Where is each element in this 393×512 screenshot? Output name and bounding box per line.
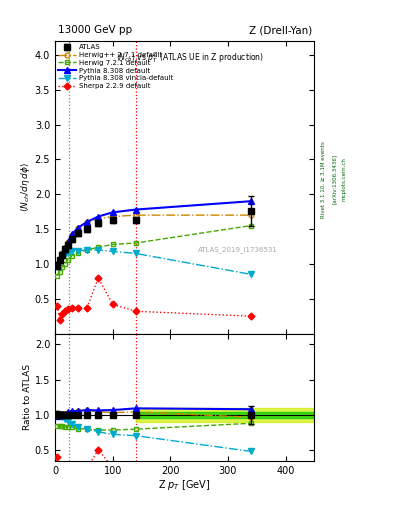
Herwig++ 2.7.1 default xyxy=(96,216,101,222)
Pythia 8.308 default xyxy=(133,206,138,212)
Text: [arXiv:1306.3436]: [arXiv:1306.3436] xyxy=(332,154,337,204)
Herwig++ 2.7.1 default xyxy=(84,219,89,225)
Pythia 8.308 default xyxy=(60,251,64,257)
Text: 13000 GeV pp: 13000 GeV pp xyxy=(58,25,132,35)
Text: Rivet 3.1.10, ≥ 3.1M events: Rivet 3.1.10, ≥ 3.1M events xyxy=(320,141,325,218)
Pythia 8.308 vincia-default xyxy=(57,258,62,264)
Legend: ATLAS, Herwig++ 2.7.1 default, Herwig 7.2.1 default, Pythia 8.308 default, Pythi: ATLAS, Herwig++ 2.7.1 default, Herwig 7.… xyxy=(57,43,174,91)
Pythia 8.308 default xyxy=(110,209,115,216)
Line: Herwig++ 2.7.1 default: Herwig++ 2.7.1 default xyxy=(55,212,253,266)
Pythia 8.308 default xyxy=(55,263,60,269)
Line: Herwig 7.2.1 default: Herwig 7.2.1 default xyxy=(55,223,253,278)
Herwig 7.2.1 default xyxy=(60,264,64,270)
Herwig 7.2.1 default xyxy=(62,261,67,267)
Herwig 7.2.1 default xyxy=(66,257,70,263)
Line: Pythia 8.308 default: Pythia 8.308 default xyxy=(55,199,254,269)
Sherpa 2.2.9 default xyxy=(84,306,89,312)
Herwig++ 2.7.1 default xyxy=(62,245,67,251)
Sherpa 2.2.9 default xyxy=(62,308,67,314)
Herwig 7.2.1 default xyxy=(57,269,62,275)
Pythia 8.308 default xyxy=(66,239,70,245)
Herwig++ 2.7.1 default xyxy=(249,212,253,218)
Herwig 7.2.1 default xyxy=(76,250,81,256)
Herwig 7.2.1 default xyxy=(249,223,253,229)
Y-axis label: Ratio to ATLAS: Ratio to ATLAS xyxy=(23,364,32,430)
Herwig++ 2.7.1 default xyxy=(66,239,70,245)
Sherpa 2.2.9 default xyxy=(66,306,70,312)
Herwig++ 2.7.1 default xyxy=(55,261,60,267)
Pythia 8.308 default xyxy=(96,214,101,220)
Pythia 8.308 vincia-default xyxy=(60,254,64,260)
Herwig++ 2.7.1 default xyxy=(60,250,64,257)
Sherpa 2.2.9 default xyxy=(133,308,138,314)
Y-axis label: $\langle N_{ch}/d\eta\,d\phi\rangle$: $\langle N_{ch}/d\eta\,d\phi\rangle$ xyxy=(19,162,32,212)
Sherpa 2.2.9 default xyxy=(55,303,60,309)
Text: ATLAS_2019_I1736531: ATLAS_2019_I1736531 xyxy=(198,247,277,253)
Sherpa 2.2.9 default xyxy=(57,316,62,323)
Herwig 7.2.1 default xyxy=(70,252,75,259)
Pythia 8.308 default xyxy=(76,225,81,231)
Herwig++ 2.7.1 default xyxy=(70,231,75,238)
Pythia 8.308 default xyxy=(57,258,62,264)
Sherpa 2.2.9 default xyxy=(249,313,253,319)
Herwig 7.2.1 default xyxy=(96,244,101,250)
Herwig++ 2.7.1 default xyxy=(110,214,115,220)
Pythia 8.308 vincia-default xyxy=(249,271,253,278)
Sherpa 2.2.9 default xyxy=(60,311,64,317)
Text: Z (Drell-Yan): Z (Drell-Yan) xyxy=(248,25,312,35)
Text: mcplots.cern.ch: mcplots.cern.ch xyxy=(342,157,347,201)
Herwig++ 2.7.1 default xyxy=(76,225,81,231)
Line: Pythia 8.308 vincia-default: Pythia 8.308 vincia-default xyxy=(55,247,254,277)
Pythia 8.308 default xyxy=(62,245,67,251)
Herwig 7.2.1 default xyxy=(55,273,60,279)
Pythia 8.308 vincia-default xyxy=(62,251,67,257)
Pythia 8.308 vincia-default xyxy=(66,250,70,256)
Sherpa 2.2.9 default xyxy=(70,305,75,311)
Pythia 8.308 default xyxy=(249,198,253,204)
Pythia 8.308 vincia-default xyxy=(84,247,89,253)
Herwig++ 2.7.1 default xyxy=(57,256,62,262)
Text: $\langle N_{ch}\rangle$ vs $p_T^Z$ (ATLAS UE in Z production): $\langle N_{ch}\rangle$ vs $p_T^Z$ (ATLA… xyxy=(116,50,264,65)
Line: Sherpa 2.2.9 default: Sherpa 2.2.9 default xyxy=(55,275,253,322)
X-axis label: Z $p_T$ [GeV]: Z $p_T$ [GeV] xyxy=(158,478,211,493)
Pythia 8.308 vincia-default xyxy=(96,247,101,253)
Sherpa 2.2.9 default xyxy=(76,305,81,311)
Pythia 8.308 vincia-default xyxy=(133,250,138,257)
Pythia 8.308 vincia-default xyxy=(70,248,75,254)
Sherpa 2.2.9 default xyxy=(110,301,115,307)
Pythia 8.308 vincia-default xyxy=(55,263,60,269)
Herwig 7.2.1 default xyxy=(84,247,89,253)
Herwig++ 2.7.1 default xyxy=(133,212,138,218)
Sherpa 2.2.9 default xyxy=(96,275,101,281)
Pythia 8.308 vincia-default xyxy=(76,248,81,254)
Herwig 7.2.1 default xyxy=(110,241,115,247)
Pythia 8.308 default xyxy=(70,231,75,237)
Herwig 7.2.1 default xyxy=(133,240,138,246)
Pythia 8.308 default xyxy=(84,219,89,225)
Pythia 8.308 vincia-default xyxy=(110,248,115,254)
